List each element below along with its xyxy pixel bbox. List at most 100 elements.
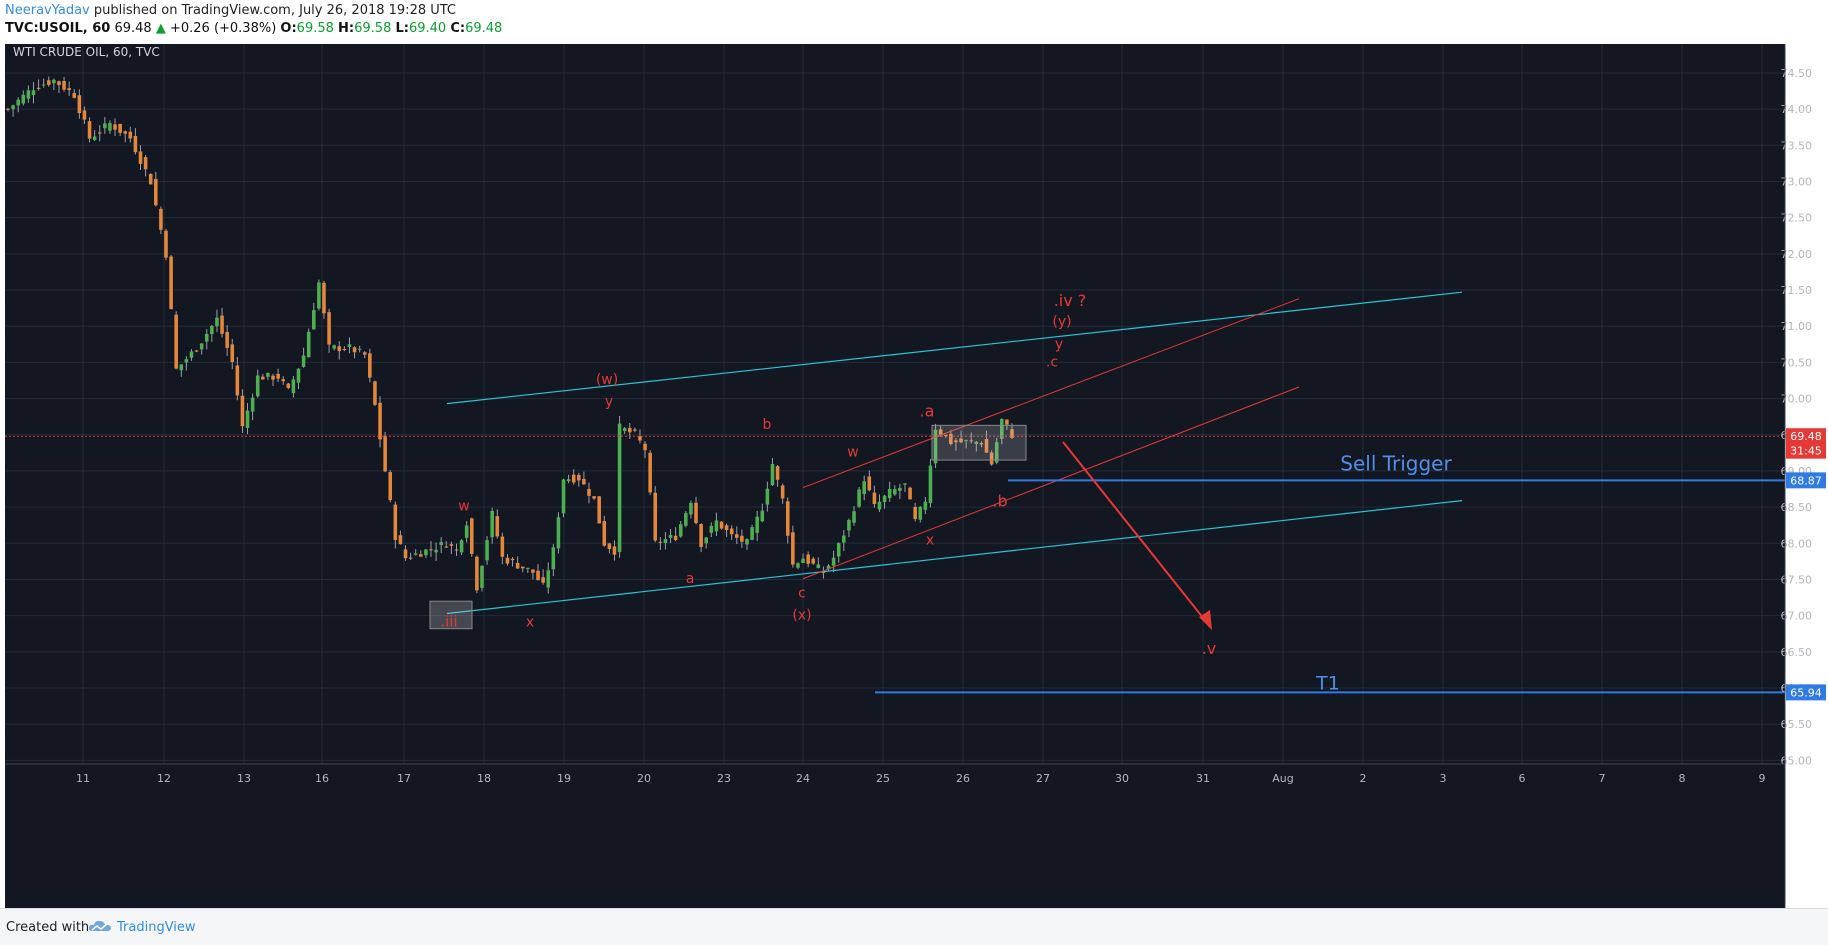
price-tag-label: 69.48 xyxy=(1790,430,1822,443)
candle-body xyxy=(429,549,433,551)
candle-body xyxy=(138,151,143,164)
candle-body xyxy=(500,536,505,557)
candle-body xyxy=(469,518,474,554)
candle-body xyxy=(836,543,841,557)
price-tag xyxy=(1786,472,1826,489)
y-tick-label: 65.00 xyxy=(1781,754,1813,767)
x-tick-label: 19 xyxy=(557,772,571,785)
candle-body xyxy=(225,331,229,348)
candle-body xyxy=(179,364,184,371)
candle-body xyxy=(806,554,810,564)
candle-body xyxy=(148,173,153,185)
candle-body xyxy=(898,487,902,491)
candle-body xyxy=(26,90,31,99)
candle-body xyxy=(103,123,107,129)
candle-body xyxy=(520,566,525,569)
candle-body xyxy=(77,95,82,114)
candle-body xyxy=(419,554,423,557)
tradingview-link[interactable]: TradingView xyxy=(117,920,196,935)
time-axis: 11 12 13 16 17 18 19 20 23 24 25 26 27 30 31 Aug 2 3 6 7 8 9 xyxy=(5,763,1785,785)
wave-label: .iv ? xyxy=(1054,291,1087,310)
candle-body xyxy=(11,105,15,110)
candle-body xyxy=(21,94,26,104)
candle-body xyxy=(627,428,632,433)
candle-body xyxy=(408,557,413,559)
candle-body xyxy=(174,314,178,369)
y-tick-label: 70.00 xyxy=(1781,393,1813,406)
candle-body xyxy=(740,535,744,542)
candle-body xyxy=(949,433,953,444)
change: +0.26 (+0.38%) xyxy=(169,21,277,36)
candle-body xyxy=(602,521,607,546)
candle-body xyxy=(551,547,556,570)
candle-body xyxy=(541,577,545,583)
candle-body xyxy=(92,136,97,140)
candle-body xyxy=(546,570,551,588)
close-label: C: xyxy=(450,21,466,36)
author-link[interactable]: NeeravYadav xyxy=(5,3,90,18)
candle-body xyxy=(113,124,117,130)
wave-label: .b xyxy=(992,491,1007,510)
candle-body xyxy=(362,352,367,355)
x-tick-label: 7 xyxy=(1599,772,1606,785)
candle-body xyxy=(413,553,418,555)
candle-body xyxy=(882,495,887,503)
candle-body xyxy=(709,525,714,533)
wave-label: a xyxy=(686,571,695,587)
red-channel-upper xyxy=(802,298,1300,489)
candle-body xyxy=(1005,419,1009,425)
wave-label: .v xyxy=(1202,639,1217,658)
candle-body xyxy=(271,375,275,380)
y-tick-label: 74.00 xyxy=(1781,103,1813,116)
candle-body xyxy=(780,485,785,499)
candle-body xyxy=(261,376,265,380)
candle-body xyxy=(424,549,428,556)
candle-body xyxy=(1000,419,1004,439)
x-tick-label: 9 xyxy=(1759,772,1766,785)
x-tick-label: 3 xyxy=(1440,772,1447,785)
price-axis: 65.0065.5066.0066.5067.0067.5068.0068.50… xyxy=(1781,44,1826,908)
candle-body xyxy=(943,434,948,437)
candle-body xyxy=(826,565,831,570)
candle-body xyxy=(286,383,291,388)
candle-body xyxy=(887,488,892,499)
candle-body xyxy=(510,558,515,561)
t1-label: T1 xyxy=(1315,672,1340,694)
x-tick-label: 31 xyxy=(1196,772,1210,785)
candle-body xyxy=(653,492,658,541)
x-tick-label: 24 xyxy=(796,772,810,785)
candle-body xyxy=(490,510,494,538)
candle-body xyxy=(923,501,928,510)
candle-body xyxy=(959,438,963,443)
candle-body xyxy=(485,540,489,561)
x-tick-label: 12 xyxy=(157,772,171,785)
candle-body xyxy=(128,131,133,139)
channel-lower-line xyxy=(446,500,1463,615)
x-tick-label: Aug xyxy=(1272,772,1293,785)
chart-title: WTI CRUDE OIL, 60, TVC xyxy=(13,45,160,59)
price-chart[interactable]: Sell Trigger T1 .iii w x (w) y a b c (x) w .a x .b .iv… xyxy=(0,44,1828,908)
candle-body xyxy=(607,543,612,550)
wave-labels: .iii w x (w) y a b c (x) w .a x .b .iv ? (y) y .c .v xyxy=(440,291,1216,658)
candle-body xyxy=(989,452,994,465)
candle-body xyxy=(984,439,989,453)
candle-body xyxy=(969,440,974,442)
x-tick-label: 17 xyxy=(397,772,411,785)
candle-body xyxy=(41,84,46,86)
candle-body xyxy=(785,501,790,536)
low-label: L: xyxy=(395,21,409,36)
x-tick-label: 23 xyxy=(717,772,731,785)
candle-body xyxy=(668,534,673,538)
candle-body xyxy=(312,310,316,330)
candle-body xyxy=(393,504,398,540)
candle-body xyxy=(108,123,112,131)
x-tick-label: 18 xyxy=(477,772,491,785)
candle-body xyxy=(449,544,454,546)
candle-body xyxy=(87,121,92,139)
candle-body xyxy=(735,534,739,538)
candle-body xyxy=(352,347,357,353)
candle-body xyxy=(892,489,897,495)
candle-body xyxy=(250,397,255,412)
candle-body xyxy=(765,488,770,505)
wave-label: x xyxy=(526,615,534,631)
